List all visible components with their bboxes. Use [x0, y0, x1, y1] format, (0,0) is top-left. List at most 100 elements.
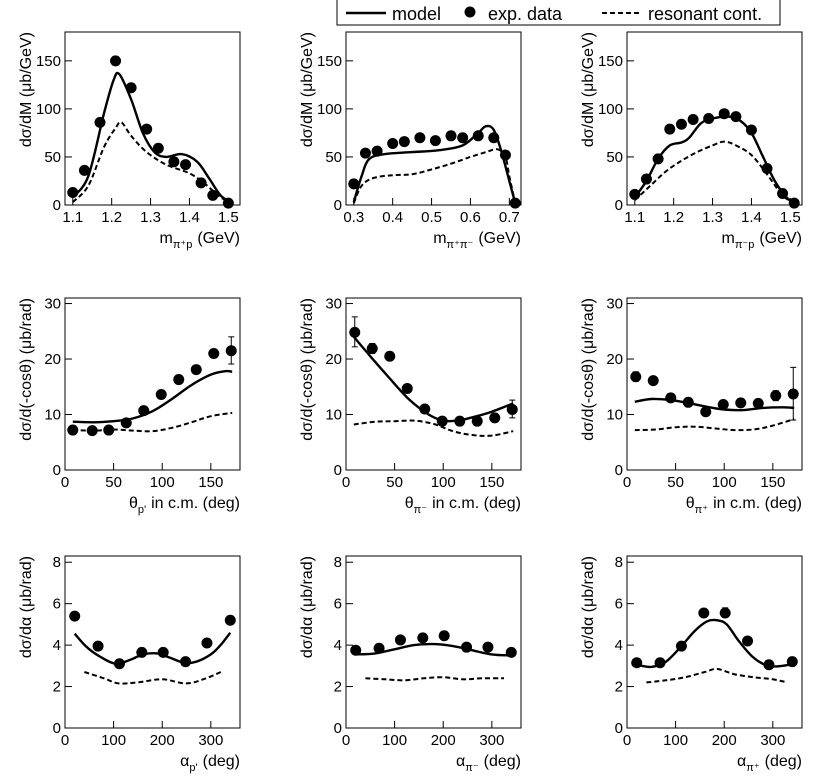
data-point	[700, 406, 712, 418]
legend-data-label: exp. data	[488, 4, 563, 24]
data-point	[195, 177, 207, 189]
data-point	[752, 397, 764, 409]
x-tick-label: 0	[61, 474, 69, 491]
data-point	[401, 382, 413, 394]
resonant-curve	[646, 667, 788, 684]
data-point	[371, 145, 383, 157]
model-curve	[71, 71, 233, 205]
x-tick-label: 0	[342, 474, 350, 491]
x-tick-label: 1.2	[663, 209, 684, 226]
panel-alpha-pip: 0 100 200 300 0 2 4 6 8 dσ/dα (μb/rad) απ⁺ (deg)	[580, 554, 803, 774]
y-tick-label: 30	[44, 296, 61, 313]
data-point	[67, 424, 79, 436]
panel-theta-pim: 0 50 100 150 0 10 20 30 dσ/d(-cosθ) (μb/rad) θπ⁻ i…	[299, 296, 522, 516]
y-tick-label: 0	[615, 720, 623, 737]
x-axis-label-unit: in c.m. (deg)	[151, 495, 240, 512]
data-point	[373, 642, 385, 654]
x-tick-label: 0	[623, 732, 631, 749]
data-point	[664, 123, 676, 135]
data-point	[125, 82, 137, 94]
data-point	[113, 658, 125, 670]
data-point	[180, 159, 192, 171]
x-tick-label: 300	[760, 732, 785, 749]
x-axis-label-main: m	[721, 230, 734, 247]
data-point	[224, 614, 236, 626]
x-tick-label: 1.3	[702, 209, 723, 226]
data-point	[359, 147, 371, 159]
x-tick-label: 150	[198, 474, 223, 491]
model-curve	[352, 336, 514, 423]
data-point	[445, 130, 457, 142]
resonant-curve	[365, 676, 505, 682]
x-axis-label-main: α	[456, 753, 465, 770]
y-tick-label: 10	[44, 407, 61, 424]
data-point	[482, 641, 494, 653]
x-tick-label: 1.1	[62, 209, 83, 226]
x-axis-label-subscript: π⁻p	[735, 239, 755, 251]
legend-model-label: model	[392, 4, 441, 24]
y-tick-label: 6	[615, 596, 623, 613]
y-tick-label: 0	[334, 462, 342, 479]
x-axis-label-unit: in c.m. (deg)	[432, 495, 521, 512]
x-axis-label-main: m	[159, 230, 172, 247]
data-point	[110, 55, 122, 67]
y-tick-label: 150	[598, 53, 623, 70]
data-point	[777, 187, 789, 199]
x-tick-label: 1.1	[624, 209, 645, 226]
x-axis-label-subscript: π⁺	[695, 504, 709, 516]
x-axis-label-main: θ	[405, 495, 414, 512]
y-tick-label: 0	[53, 197, 61, 214]
data-point	[387, 137, 399, 149]
y-tick-label: 50	[606, 149, 623, 166]
x-axis-label-main: θ	[129, 495, 138, 512]
resonant-curve	[72, 411, 233, 433]
model-curve	[73, 631, 232, 666]
data-point	[640, 173, 652, 185]
resonant-curve	[634, 140, 795, 204]
x-tick-label: 150	[760, 474, 785, 491]
resonant-curve	[84, 670, 224, 685]
y-tick-label: 0	[334, 720, 342, 737]
panel-alpha-proton: 0 100 200 300 0 2 4 6 8 dσ/dα (μb/rad) αp' (deg)	[18, 554, 241, 774]
data-point	[718, 108, 730, 120]
x-tick-label: 300	[198, 732, 223, 749]
model-curve	[634, 397, 795, 412]
x-axis-label-unit: in c.m. (deg)	[713, 495, 802, 512]
data-point	[745, 124, 757, 136]
x-axis-label-unit: (GeV)	[197, 230, 240, 247]
y-axis-label: dσ/d(-cosθ) (μb/rad)	[580, 298, 597, 441]
y-tick-label: 20	[606, 351, 623, 368]
x-tick-label: 0	[61, 732, 69, 749]
x-tick-label: 200	[150, 732, 175, 749]
y-tick-label: 0	[53, 462, 61, 479]
data-point	[761, 162, 773, 174]
y-tick-label: 0	[334, 197, 342, 214]
y-tick-label: 0	[53, 720, 61, 737]
y-tick-label: 6	[53, 596, 61, 613]
data-point	[138, 405, 150, 417]
y-tick-label: 2	[334, 679, 342, 696]
y-axis-label: dσ/dα (μb/rad)	[299, 556, 316, 658]
y-tick-label: 150	[36, 53, 61, 70]
x-tick-label: 100	[150, 474, 175, 491]
data-point	[69, 610, 81, 622]
data-point	[94, 116, 106, 128]
data-point	[665, 392, 677, 404]
plot-frame	[626, 31, 803, 206]
plot-frame	[64, 555, 241, 729]
x-tick-label: 0.5	[421, 209, 442, 226]
x-axis-label: mπ⁺π⁻ (GeV)	[433, 230, 521, 251]
data-point	[67, 187, 79, 199]
data-point	[629, 188, 641, 200]
data-point	[350, 644, 362, 656]
panel-theta-pip: 0 50 100 150 0 10 20 30 dσ/d(-cosθ) (μb/rad) θπ⁺ i…	[580, 296, 803, 516]
data-point	[489, 412, 501, 424]
y-tick-label: 6	[334, 596, 342, 613]
x-axis-label-subscript: π⁻	[465, 762, 479, 774]
y-tick-label: 100	[36, 101, 61, 118]
data-point	[786, 656, 798, 668]
data-point	[436, 415, 448, 427]
